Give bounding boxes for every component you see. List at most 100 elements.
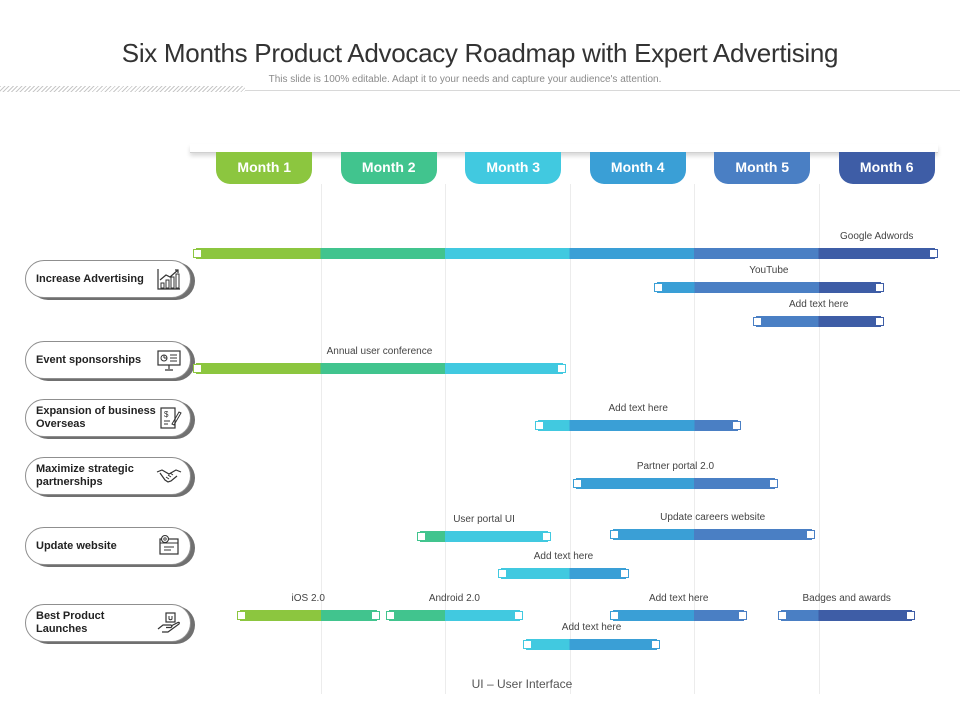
document-signature-icon: $	[160, 407, 182, 429]
task-start-marker	[498, 569, 508, 578]
month-header-bar	[190, 144, 938, 153]
task-start-marker	[572, 479, 582, 488]
category-label: Increase Advertising	[36, 272, 144, 285]
task-end-marker	[905, 611, 915, 620]
task-start-marker	[610, 611, 620, 620]
task-bar-fill	[525, 639, 657, 650]
task-bar	[610, 529, 816, 540]
task-start-marker	[236, 611, 246, 620]
task-end-marker	[929, 249, 938, 258]
hatch-decoration	[0, 86, 245, 92]
task-end-marker	[557, 364, 567, 373]
task-end-marker	[731, 421, 741, 430]
task-bar	[778, 610, 915, 621]
task-end-marker	[619, 569, 629, 578]
task-start-marker	[417, 532, 427, 541]
task-bar-fill	[538, 420, 738, 431]
task-bar-fill	[196, 248, 935, 259]
task-start-marker	[193, 249, 202, 258]
footnote: UI – User Interface	[471, 677, 573, 691]
page-subtitle: This slide is 100% editable. Adapt it to…	[268, 74, 662, 85]
task-bar	[498, 568, 629, 579]
task-start-marker	[653, 283, 663, 292]
category-label: Expansion of business Overseas	[36, 405, 156, 430]
task-bar-fill	[613, 610, 744, 621]
month-2-tab: Month 2	[340, 152, 437, 184]
product-hand-icon	[157, 612, 180, 633]
task-end-marker	[542, 532, 552, 541]
task-label: Add text here	[789, 299, 849, 310]
task-bar-fill	[781, 610, 912, 621]
task-label: Add text here	[608, 403, 668, 414]
task-start-marker	[535, 421, 545, 430]
task-label: Badges and awards	[802, 593, 891, 604]
category-strategic-partnerships: Maximize strategic partnerships	[25, 457, 191, 495]
task-bar	[417, 531, 552, 542]
website-gear-icon	[159, 534, 179, 555]
task-start-marker	[610, 530, 620, 539]
task-label: iOS 2.0	[291, 593, 325, 604]
presentation-board-icon	[157, 350, 181, 371]
category-label: Best Product Launches	[36, 610, 105, 635]
task-start-marker	[753, 317, 763, 326]
month-5-tab: Month 5	[714, 152, 811, 184]
task-bar-fill	[613, 529, 813, 540]
month-3-tab: Month 3	[465, 152, 562, 184]
task-start-marker	[522, 640, 532, 649]
month-1-tab: Month 1	[216, 152, 313, 184]
month-4-tab: Month 4	[589, 152, 686, 184]
task-bar	[753, 316, 884, 327]
month-gridline	[569, 184, 571, 694]
category-expansion-overseas: Expansion of business Overseas $	[25, 399, 191, 437]
category-event-sponsorships: Event sponsorships	[25, 341, 191, 379]
task-bar-fill	[656, 282, 881, 293]
task-bar-fill	[196, 363, 564, 374]
task-bar	[385, 610, 523, 621]
task-label: Add text here	[561, 622, 622, 633]
task-label: Android 2.0	[428, 593, 480, 604]
task-label: Update careers website	[660, 512, 766, 523]
task-bar	[653, 282, 884, 293]
handshake-icon	[156, 469, 182, 483]
month-6-tab: Month 6	[838, 152, 935, 184]
page-title: Six Months Product Advocacy Roadmap with…	[121, 38, 839, 68]
task-end-marker	[513, 611, 523, 620]
task-end-marker	[874, 317, 884, 326]
task-bar-fill	[239, 610, 377, 621]
task-bar-fill	[420, 531, 549, 542]
task-label: Add text here	[648, 593, 709, 604]
month-gridline	[445, 184, 446, 694]
task-start-marker	[778, 611, 788, 620]
growth-chart-icon	[157, 269, 180, 290]
task-bar-fill	[756, 316, 881, 327]
category-increase-advertising: Increase Advertising	[25, 260, 191, 298]
task-end-marker	[650, 640, 660, 649]
task-end-marker	[768, 479, 778, 488]
month-gridline	[320, 184, 322, 694]
category-label: Maximize strategic partnerships	[36, 463, 134, 488]
category-product-launches: Best Product Launches	[25, 604, 191, 642]
task-bar-fill	[388, 610, 520, 621]
task-end-marker	[806, 530, 816, 539]
category-update-website: Update website	[25, 527, 191, 565]
task-start-marker	[385, 611, 395, 620]
category-label: Update website	[36, 539, 117, 552]
task-bar	[572, 478, 778, 489]
task-label: Annual user conference	[326, 346, 433, 357]
task-end-marker	[370, 611, 380, 620]
category-label: Event sponsorships	[36, 353, 142, 366]
svg-text:$: $	[164, 410, 169, 419]
task-bar	[610, 610, 747, 621]
task-bar	[522, 639, 660, 650]
task-bar	[193, 363, 567, 374]
task-bar-fill	[575, 478, 775, 489]
task-bar	[193, 248, 938, 259]
task-label: Partner portal 2.0	[636, 461, 715, 472]
task-bar	[535, 420, 741, 431]
title-divider	[245, 90, 960, 91]
task-label: Google Adwords	[840, 231, 914, 242]
task-end-marker	[737, 611, 747, 620]
month-gridline	[818, 184, 820, 694]
month-gridline	[694, 184, 695, 694]
task-label: YouTube	[749, 265, 789, 276]
